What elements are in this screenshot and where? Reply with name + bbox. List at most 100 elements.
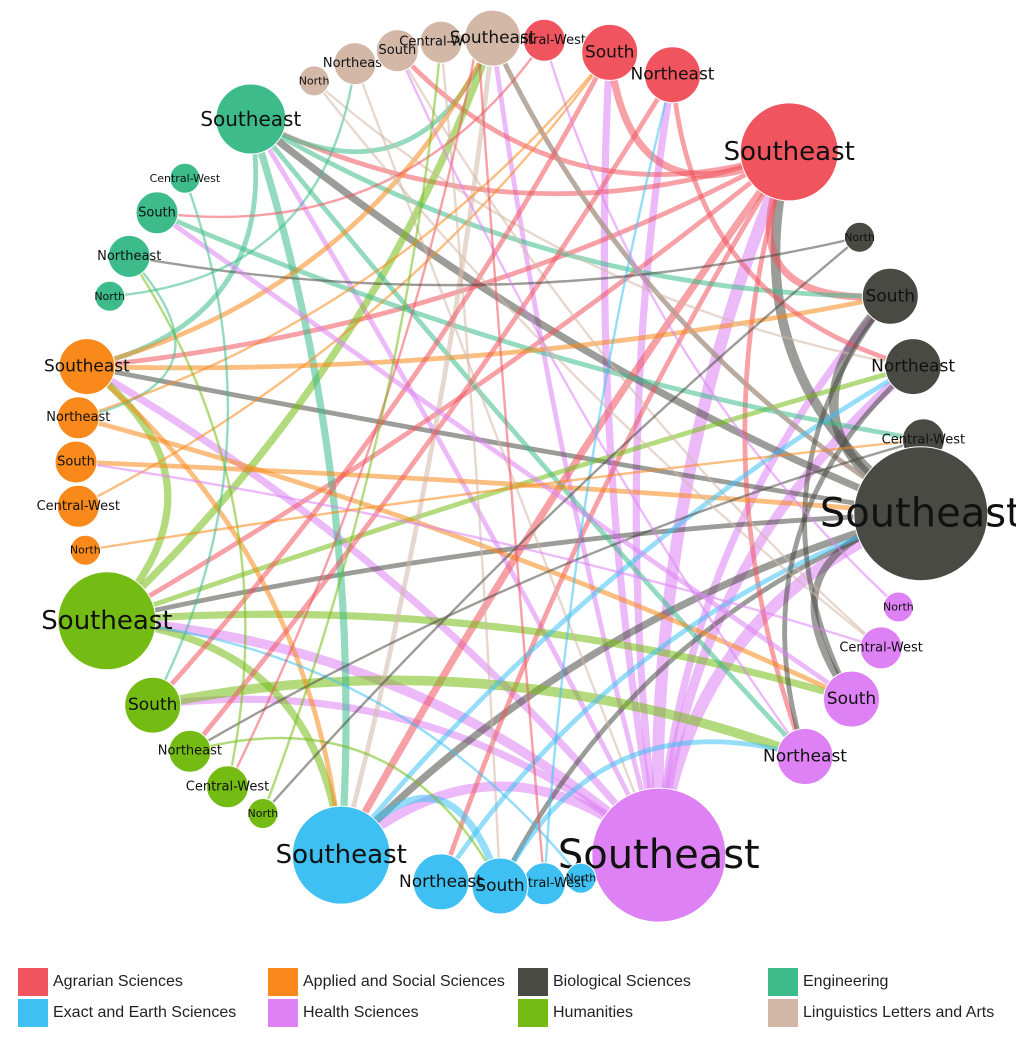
node-circle (471, 857, 529, 915)
edge-hum-se-hea-s (103, 610, 856, 703)
legend-label: Biological Sciences (553, 973, 691, 990)
node-bio-ne: Northeast (871, 338, 955, 396)
legend-label: Agrarian Sciences (53, 973, 183, 990)
node-eng-cw: Central-West (150, 162, 221, 194)
node-circle (124, 676, 182, 734)
node-label: South (827, 689, 876, 709)
edge-hea-cw-app-s (74, 460, 883, 650)
node-label: South (57, 455, 95, 470)
node-label: Central-West (839, 640, 922, 655)
node-label: Southeast (41, 606, 172, 636)
node-label: Southeast (820, 491, 1016, 537)
edge-lin-se-bio-se (490, 35, 924, 517)
node-agr-cw: Central-West (503, 18, 586, 62)
node-circle (859, 626, 903, 670)
node-exa-n: North (565, 862, 597, 894)
node-circle (823, 670, 880, 728)
legend-label: Humanities (553, 1004, 634, 1021)
node-label: North (844, 231, 875, 244)
edge-app-se-exa-se (84, 364, 344, 858)
node-label: Northeast (763, 747, 847, 767)
edge-agr-s-hum-s (150, 50, 613, 708)
node-eng-s: South (135, 191, 179, 235)
node-circle (644, 46, 701, 104)
edge-hum-cw-eng-ne (127, 255, 247, 788)
node-label: South (379, 43, 417, 58)
edge-agr-se-exa-se (337, 148, 793, 859)
node-label: South (866, 286, 915, 306)
node-lin-n: North (298, 65, 330, 97)
edge-bio-ne-hea-ne (782, 364, 916, 759)
legend-label: Applied and Social Sciences (303, 973, 505, 990)
node-label: Northeast (631, 65, 715, 85)
node-label: Northeast (871, 357, 955, 377)
node-label: Northeast (46, 410, 110, 425)
node-label: North (70, 544, 101, 557)
node-circle (107, 234, 151, 278)
node-exa-s: South (471, 857, 529, 915)
node-eng-n: North (94, 280, 126, 312)
edge-agr-se-lin-s (395, 48, 792, 177)
node-circle (57, 571, 157, 671)
node-label: South (138, 205, 176, 220)
node-circle (94, 280, 126, 312)
edge-hum-se-lin-se (103, 34, 497, 625)
edge-agr-se-app-se (84, 149, 792, 369)
node-label: Central-West (150, 172, 221, 185)
node-lin-ne: Northeast (323, 42, 387, 86)
node-agr-ne: Northeast (631, 46, 715, 104)
node-label: Central-West (186, 779, 269, 794)
node-hum-n: North (247, 798, 279, 829)
node-circle (522, 18, 566, 62)
node-label: South (475, 876, 524, 896)
edge-hea-se-app-se (83, 363, 663, 859)
node-label: Southeast (276, 840, 407, 870)
edge-hea-ne-lin-s (396, 49, 807, 758)
legend-label: Linguistics Letters and Arts (803, 1004, 995, 1021)
node-circle (565, 862, 597, 894)
edge-eng-cw-hum-s (151, 177, 230, 707)
node-circle (581, 23, 639, 81)
edge-hea-se-bio-s (655, 292, 894, 859)
legend-label: Exact and Earth Sciences (53, 1004, 237, 1021)
node-hum-ne: Northeast (158, 729, 222, 773)
edge-agr-n-exa-cw (476, 37, 546, 885)
node-exa-ne: Northeast (399, 853, 483, 911)
edge-bio-se-eng-se (247, 115, 925, 518)
node-circle (464, 9, 522, 67)
node-circle (375, 29, 419, 73)
node-circle (169, 162, 201, 194)
node-label: Southeast (44, 357, 130, 377)
node-label: North (94, 290, 125, 303)
node-label: Central-West (882, 432, 965, 447)
node-label: Southeast (450, 28, 536, 48)
edge-agr-cw-eng-s (155, 39, 546, 219)
node-label: South (128, 695, 177, 715)
legend-swatch (768, 999, 798, 1027)
node-hum-s: South (124, 676, 182, 734)
edge-bio-se-app-se (84, 364, 924, 517)
node-circle (419, 20, 463, 64)
node-circle (844, 221, 876, 253)
node-label: Northeast (97, 249, 161, 264)
node-circle (69, 534, 101, 566)
node-app-se: Southeast (44, 338, 130, 396)
edge-lin-se-exa-se (338, 35, 495, 858)
node-circle (247, 798, 279, 829)
edge-hea-se-hum-se (102, 616, 664, 860)
edge-agr-se-eng-se (248, 116, 792, 197)
node-label: North (566, 872, 597, 885)
edge-hea-se-lin-se (490, 35, 662, 858)
node-hea-cw: Central-West (839, 626, 923, 670)
edge-eng-se-hea-ne (248, 116, 808, 759)
node-label: Southeast (200, 107, 301, 131)
edge-hum-s-hea-ne (147, 675, 810, 762)
node-circle (54, 440, 98, 484)
legend-swatch (18, 968, 48, 996)
node-circle (412, 853, 470, 911)
node-circle (739, 102, 839, 202)
node-circle (853, 446, 989, 582)
legend-item-exact-and-earth-sciences: Exact and Earth Sciences (18, 999, 236, 1027)
edge-lin-n-hea-cw (312, 79, 883, 650)
node-circle (884, 338, 942, 396)
